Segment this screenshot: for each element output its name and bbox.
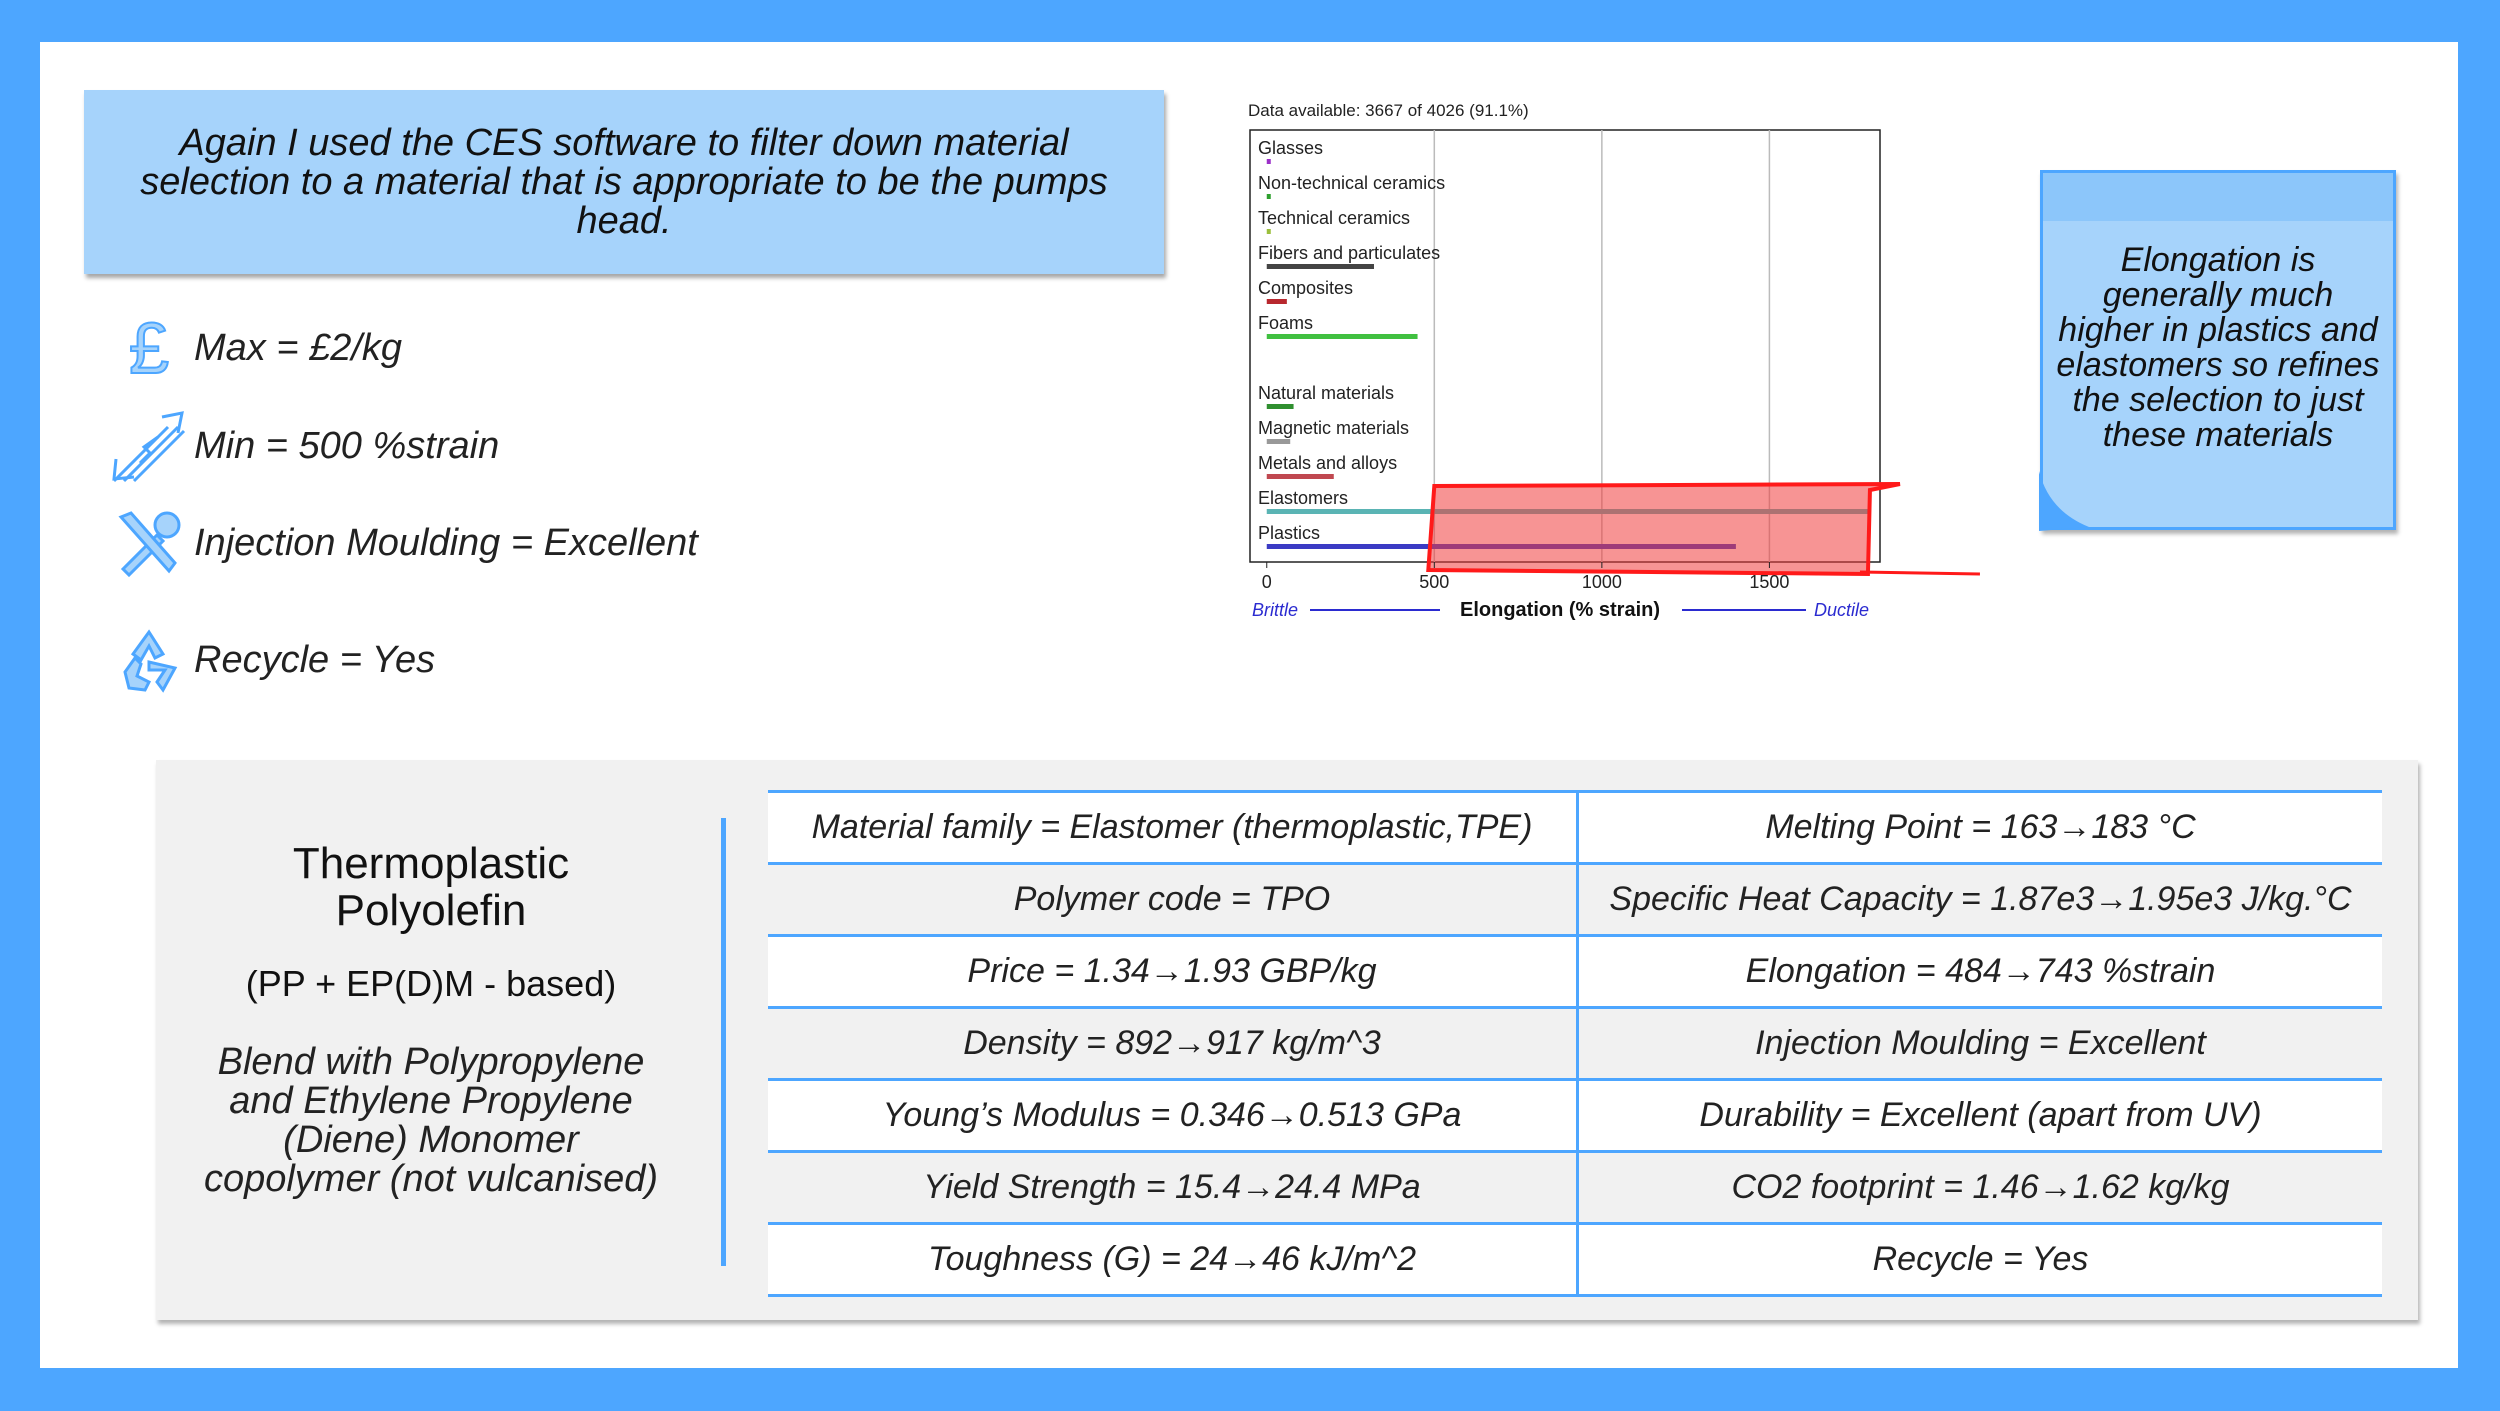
material-description: Blend with Polypropylene and Ethylene Pr…	[203, 1041, 659, 1200]
x-tick-label: 0	[1262, 572, 1272, 592]
category-label: Glasses	[1258, 138, 1323, 158]
category-label: Plastics	[1258, 523, 1320, 543]
property-row: Young’s Modulus = 0.346→0.513 GPa Durabil…	[768, 1078, 2382, 1153]
sticky-note-text: Elongation is generally much higher in p…	[2056, 241, 2380, 454]
material-subtitle: (PP + EP(D)M - based)	[245, 963, 617, 1004]
sticky-note: Elongation is generally much higher in p…	[2039, 170, 2396, 531]
property-row: Density = 892→917 kg/m^3 Injection Mouldi…	[768, 1006, 2382, 1081]
panel-divider	[721, 818, 726, 1266]
tools-icon	[110, 504, 188, 582]
pound-sign-icon: £	[110, 309, 188, 387]
property-cell: Recycle = Yes	[1577, 1222, 2382, 1297]
category-label: Foams	[1258, 313, 1313, 333]
x-tick-label: 1500	[1749, 572, 1789, 592]
property-row: Price = 1.34→1.93 GBP/kg Elongation = 484…	[768, 934, 2382, 1009]
range-bar	[1266, 229, 1271, 234]
criterion-moulding: Injection Moulding = Excellent	[110, 503, 698, 583]
property-cell: Density = 892→917 kg/m^3	[768, 1006, 1579, 1081]
property-row: Material family = Elastomer (thermoplast…	[768, 790, 2382, 865]
selection-stroke	[1859, 570, 1980, 576]
criterion-price: £ Max = £2/kg	[110, 308, 402, 388]
ductile-label: Ductile	[1814, 600, 1869, 620]
strain-arrows-icon	[110, 407, 188, 485]
category-label: Composites	[1258, 278, 1353, 298]
range-bar	[1266, 334, 1418, 339]
svg-text:£: £	[129, 313, 169, 383]
selection-box	[1426, 482, 1901, 577]
property-row: Toughness (G) = 24→46 kJ/m^2 Recycle = Ye…	[768, 1222, 2382, 1297]
property-row: Yield Strength = 15.4→24.4 MPa CO2 footpr…	[768, 1150, 2382, 1225]
range-bar	[1266, 439, 1291, 444]
property-cell: Toughness (G) = 24→46 kJ/m^2	[768, 1222, 1579, 1297]
intro-text: Again I used the CES software to filter …	[140, 121, 1108, 242]
range-bar	[1266, 299, 1287, 304]
x-tick-label: 500	[1419, 572, 1449, 592]
elongation-chart-svg: Data available: 3667 of 4026 (91.1%) Glas…	[1248, 101, 1980, 621]
criterion-recycle: Recycle = Yes	[110, 620, 435, 700]
category-label: Non-technical ceramics	[1258, 173, 1445, 193]
range-bar	[1266, 194, 1271, 199]
criterion-strain: Min = 500 %strain	[110, 406, 499, 486]
x-axis-label: Elongation (% strain)	[1460, 599, 1660, 621]
material-panel: Thermoplastic Polyolefin (PP + EP(D)M - …	[156, 760, 2418, 1320]
material-name: Thermoplastic Polyolefin	[292, 839, 570, 935]
category-label: Fibers and particulates	[1258, 243, 1440, 263]
range-bar	[1266, 264, 1374, 269]
category-label: Metals and alloys	[1258, 453, 1397, 473]
range-bar	[1266, 159, 1271, 164]
category-label: Elastomers	[1258, 488, 1348, 508]
range-bar	[1266, 474, 1334, 479]
x-tick-label: 1000	[1582, 572, 1622, 592]
property-cell: Elongation = 484→743 %strain	[1577, 934, 2382, 1009]
property-cell: Durability = Excellent (apart from UV)	[1577, 1078, 2382, 1153]
property-cell: Price = 1.34→1.93 GBP/kg	[768, 934, 1579, 1009]
category-label: Technical ceramics	[1258, 208, 1410, 228]
property-cell: Young’s Modulus = 0.346→0.513 GPa	[768, 1078, 1579, 1153]
property-cell: Injection Moulding = Excellent	[1577, 1006, 2382, 1081]
property-cell: Yield Strength = 15.4→24.4 MPa	[768, 1150, 1579, 1225]
category-label: Natural materials	[1258, 383, 1394, 403]
range-bar	[1266, 404, 1294, 409]
category-label: Magnetic materials	[1258, 418, 1409, 438]
properties-table: Material family = Elastomer (thermoplast…	[768, 790, 2382, 1297]
property-cell: Material family = Elastomer (thermoplast…	[768, 790, 1579, 865]
brittle-label: Brittle	[1252, 600, 1298, 620]
elongation-chart: Data available: 3667 of 4026 (91.1%) Glas…	[1240, 92, 2010, 632]
recycle-icon	[110, 621, 188, 699]
property-row: Polymer code = TPO Specific Heat Capacity…	[768, 862, 2382, 937]
intro-box: Again I used the CES software to filter …	[84, 90, 1164, 274]
page-curl-icon	[2039, 471, 2089, 531]
data-available-label: Data available: 3667 of 4026 (91.1%)	[1248, 101, 1529, 120]
sticky-note-strip	[2043, 173, 2393, 221]
property-cell: Polymer code = TPO	[768, 862, 1579, 937]
property-cell: Melting Point = 163→183 °C	[1577, 790, 2382, 865]
property-cell: Specific Heat Capacity = 1.87e3→1.95e3 J…	[1577, 862, 2382, 937]
property-cell: CO2 footprint = 1.46→1.62 kg/kg	[1577, 1150, 2382, 1225]
